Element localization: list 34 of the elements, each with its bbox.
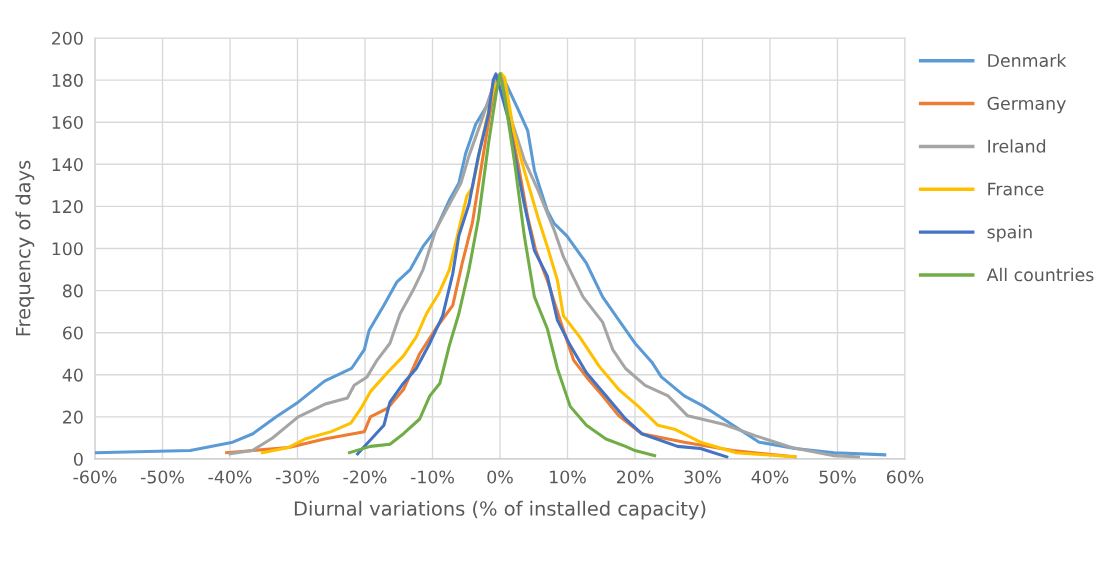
legend-label: France: [988, 182, 1044, 196]
y-tick-label: 40: [62, 368, 83, 382]
x-tick-label: 50%: [819, 470, 856, 484]
legend-label: Germany: [987, 96, 1066, 114]
legend-label: Ireland: [988, 139, 1046, 153]
x-tick-label: -60%: [73, 470, 117, 484]
x-tick-label: -10%: [410, 470, 454, 484]
y-tick-label: 80: [62, 284, 83, 298]
y-tick-label: 120: [52, 200, 83, 214]
x-tick-label: 30%: [684, 470, 721, 484]
y-tick-label: 140: [52, 158, 83, 172]
y-axis-title: Frequency of days: [15, 160, 35, 336]
x-axis-title: Diurnal variations (% of installed capacity): [294, 500, 706, 520]
legend-label: Denmark: [988, 53, 1067, 68]
line-series: [356, 72, 729, 459]
x-tick-label: 40%: [751, 470, 789, 484]
line-series: [347, 72, 657, 458]
x-tick-label: -30%: [275, 470, 319, 484]
legend-label: spain: [987, 225, 1032, 242]
x-tick-label: 10%: [550, 470, 586, 484]
y-tick-label: 100: [52, 242, 83, 256]
x-tick-label: -20%: [343, 470, 387, 484]
x-tick-label: 60%: [886, 470, 924, 484]
y-tick-label: 60: [63, 326, 83, 340]
y-tick-label: 200: [52, 31, 83, 45]
x-tick-label: -50%: [140, 470, 184, 484]
y-tick-label: 0: [73, 452, 83, 466]
x-tick-label: -40%: [208, 470, 252, 484]
x-tick-label: 0%: [487, 470, 513, 484]
y-tick-label: 160: [52, 115, 83, 130]
x-tick-label: 20%: [616, 470, 654, 484]
y-tick-label: 180: [52, 73, 83, 87]
y-tick-label: 20: [63, 410, 83, 424]
legend-label: All countries: [986, 267, 1094, 282]
